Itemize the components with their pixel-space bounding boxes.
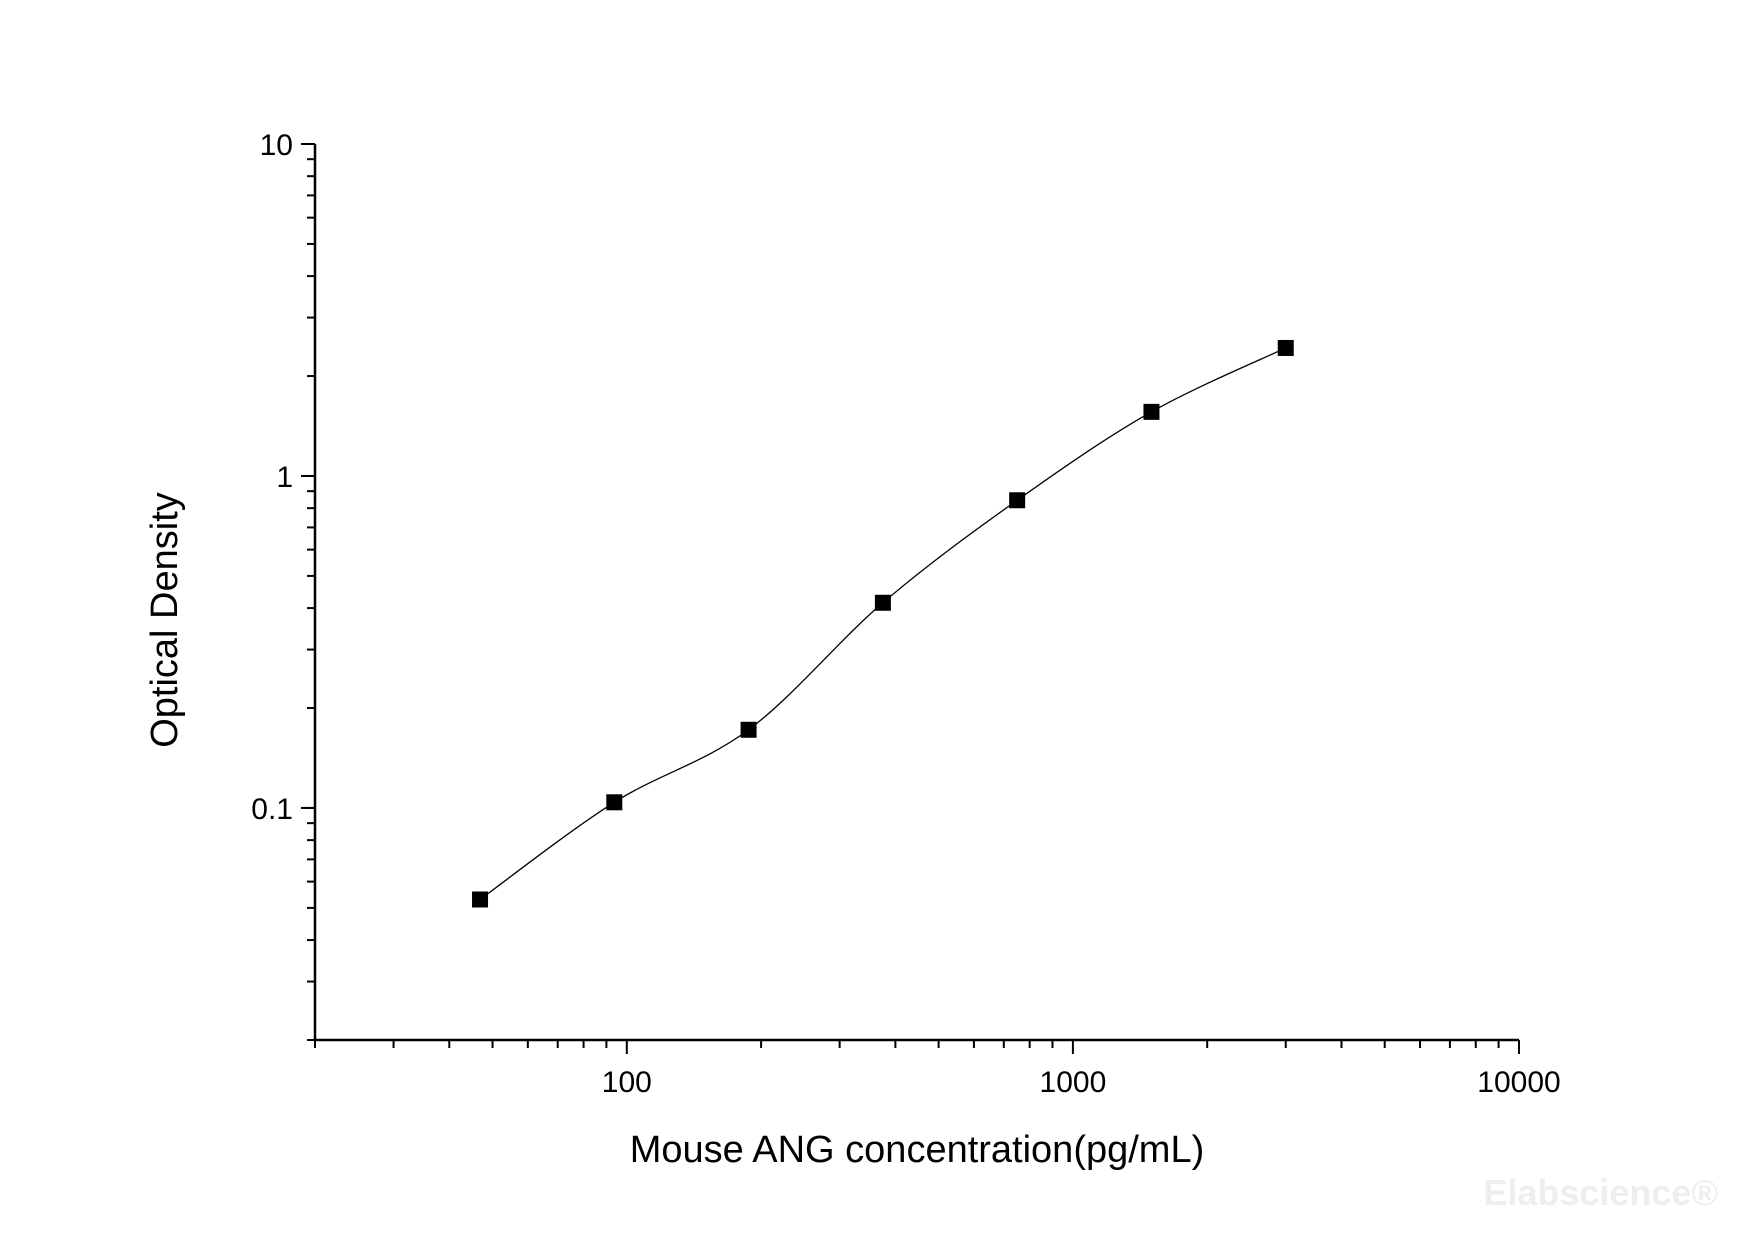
fit-curve [479,347,1287,901]
y-axis-label: Optical Density [144,492,186,748]
data-point [874,594,891,611]
y-tick-label: 0.1 [251,793,293,826]
y-tick-label: 10 [260,129,293,162]
data-point [1277,339,1294,356]
data-point [1143,403,1160,420]
x-tick-label: 10000 [1477,1066,1560,1099]
axes [313,144,1519,1042]
data-points [472,339,1294,908]
watermark: Elabscience® [1483,1172,1718,1213]
y-tick-label: 1 [276,461,293,494]
data-point [740,721,757,738]
data-point [1009,492,1026,509]
x-ticks: 100 1000 10000 [314,1040,1561,1099]
data-point [606,794,623,811]
x-tick-label: 100 [602,1066,652,1099]
y-ticks: 0.1 1 10 [251,129,315,1041]
x-axis-label: Mouse ANG concentration(pg/mL) [630,1129,1205,1171]
x-tick-label: 1000 [1040,1066,1107,1099]
data-point [472,891,489,908]
